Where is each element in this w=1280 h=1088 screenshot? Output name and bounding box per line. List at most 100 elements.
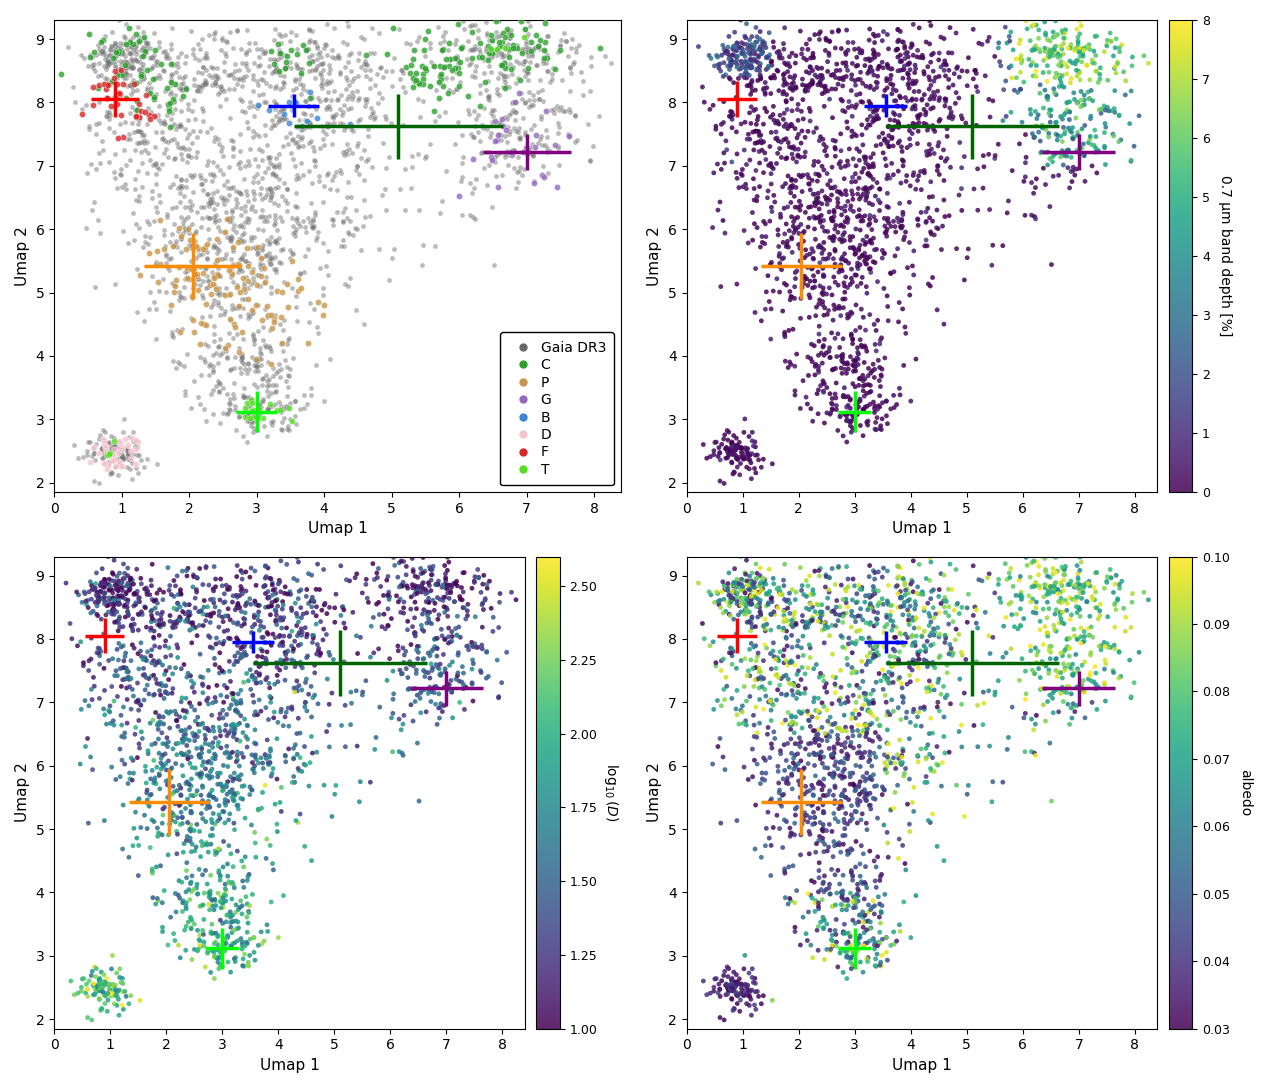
Point [111,457,132,474]
Point [191,716,211,733]
Point [836,722,856,740]
Point [759,212,780,230]
Point [79,583,100,601]
Point [714,581,735,598]
Point [192,289,212,307]
Point [1021,17,1042,35]
Point [348,67,369,85]
Point [796,806,817,824]
Point [86,161,106,178]
Point [113,984,133,1001]
Point [294,263,315,281]
Point [1005,618,1025,635]
Point [717,443,737,460]
Point [314,560,334,578]
Point [227,636,247,654]
Point [154,715,174,732]
Point [104,88,124,106]
Point [300,213,320,231]
Point [827,734,847,752]
Point [182,620,202,638]
Point [312,307,333,324]
Point [131,642,151,659]
Point [276,372,297,390]
Point [946,560,966,578]
Point [212,957,233,975]
Point [448,646,468,664]
Point [792,224,813,242]
Point [207,768,228,786]
Point [1070,561,1091,579]
Point [248,349,269,367]
Point [800,112,820,129]
Point [888,313,909,331]
Point [408,792,429,809]
Point [330,557,351,574]
Point [817,196,837,213]
Point [727,48,748,65]
Point [148,720,169,738]
Point [306,645,326,663]
Point [797,348,818,366]
Point [1016,548,1037,566]
Point [202,734,223,752]
Point [239,866,260,883]
Point [253,370,274,387]
Point [868,564,888,581]
Point [829,876,850,893]
Point [813,749,833,766]
Point [225,953,246,970]
Point [157,776,178,793]
Point [938,62,959,79]
Point [1094,660,1115,678]
Point [223,858,243,876]
Point [1025,746,1046,764]
Point [509,159,530,176]
Point [984,48,1005,65]
Point [728,70,749,87]
Point [764,606,785,623]
Point [520,91,540,109]
Point [421,571,442,589]
Point [330,101,351,119]
Point [1060,52,1080,70]
Point [763,570,783,588]
Point [169,323,189,341]
Point [170,139,191,157]
Point [421,643,442,660]
Point [916,115,937,133]
Point [289,805,310,823]
Point [874,781,895,799]
Point [719,69,740,86]
Point [822,749,842,766]
Point [152,923,173,940]
Point [754,771,774,789]
Point [797,82,818,99]
Point [831,883,851,901]
Point [211,81,232,98]
Point [221,890,242,907]
Point [952,646,973,664]
Point [68,985,88,1002]
Point [832,722,852,740]
Point [760,867,781,885]
Point [849,688,869,705]
Point [826,39,846,57]
Point [812,85,832,102]
Point [854,684,874,702]
Point [745,46,765,63]
Point [182,169,202,186]
Point [260,234,280,251]
Point [265,95,285,112]
Point [147,654,168,671]
Point [136,669,156,687]
Point [170,816,191,833]
Point [865,873,886,890]
Point [1101,33,1121,50]
Point [1064,620,1084,638]
Point [200,231,220,248]
Point [794,275,814,293]
Point [714,691,735,708]
Point [210,78,230,96]
Point [141,613,161,630]
